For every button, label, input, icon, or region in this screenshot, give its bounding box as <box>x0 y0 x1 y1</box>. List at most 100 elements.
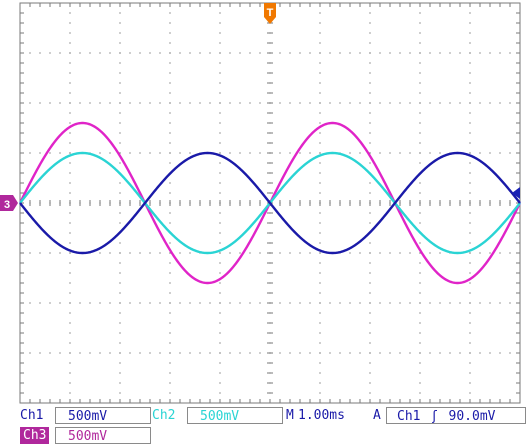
grid-dot <box>169 292 171 294</box>
grid-dot <box>369 102 371 104</box>
grid-dot <box>279 102 281 104</box>
grid-dot <box>69 42 71 44</box>
grid-dot <box>319 122 321 124</box>
grid-dot <box>369 362 371 364</box>
grid-dot <box>119 382 121 384</box>
grid-dot <box>69 122 71 124</box>
grid-dot <box>139 352 141 354</box>
grid-dot <box>119 212 121 214</box>
grid-dot <box>219 312 221 314</box>
grid-dot <box>219 172 221 174</box>
grid-dot <box>39 52 41 54</box>
grid-dot <box>119 372 121 374</box>
grid-dot <box>419 112 421 114</box>
grid-dot <box>29 102 31 104</box>
trigger-position-marker[interactable]: T <box>264 3 276 24</box>
grid-dot <box>449 302 451 304</box>
grid-dot <box>49 52 51 54</box>
ch3-ground-marker[interactable]: 3 <box>0 195 18 211</box>
grid-dot <box>399 102 401 104</box>
grid-dot <box>419 102 421 104</box>
grid-dot <box>29 152 31 154</box>
grid-dot <box>319 72 321 74</box>
trigger-source: Ch1 <box>397 409 421 424</box>
grid-dot <box>169 72 171 74</box>
grid-dot <box>419 272 421 274</box>
grid-dot <box>469 172 471 174</box>
ch3-scale-readout[interactable]: 500mV <box>55 427 151 444</box>
grid-dot <box>119 162 121 164</box>
grid-dot <box>419 262 421 264</box>
grid-dot <box>469 302 471 304</box>
grid-dot <box>169 332 171 334</box>
grid-dot <box>159 102 161 104</box>
grid-dot <box>279 352 281 354</box>
grid-dot <box>329 102 331 104</box>
grid-dot <box>319 132 321 134</box>
grid-dot <box>469 62 471 64</box>
ch2-scale-readout[interactable]: 500mV <box>187 407 283 424</box>
grid-dot <box>359 252 361 254</box>
grid-dot <box>369 152 371 154</box>
grid-dot <box>119 142 121 144</box>
grid-dot <box>69 392 71 394</box>
grid-dot <box>319 32 321 34</box>
grid-dot <box>319 342 321 344</box>
trigger-level-marker[interactable] <box>512 187 520 199</box>
grid-dot <box>349 302 351 304</box>
grid-dot <box>69 232 71 234</box>
grid-dot <box>189 102 191 104</box>
grid-dot <box>219 52 221 54</box>
grid-dot <box>259 52 261 54</box>
grid-dot <box>69 52 71 54</box>
grid-dot <box>429 102 431 104</box>
grid-dot <box>179 252 181 254</box>
grid-dot <box>289 152 291 154</box>
grid-dot <box>169 82 171 84</box>
grid-dot <box>219 62 221 64</box>
grid-dot <box>369 272 371 274</box>
grid-dot <box>429 302 431 304</box>
grid-dot <box>479 152 481 154</box>
grid-dot <box>419 322 421 324</box>
grid-dot <box>119 122 121 124</box>
grid-dot <box>119 322 121 324</box>
ch1-scale-readout[interactable]: 500mV <box>55 407 151 424</box>
grid-dot <box>309 252 311 254</box>
trigger-marker-label: T <box>267 7 274 19</box>
grid-dot <box>469 272 471 274</box>
grid-dot <box>159 52 161 54</box>
grid-dot <box>239 52 241 54</box>
grid-dot <box>99 52 101 54</box>
grid-dot <box>429 152 431 154</box>
grid-dot <box>219 302 221 304</box>
grid-dot <box>319 112 321 114</box>
timebase-readout[interactable]: 1.00ms <box>298 408 345 423</box>
grid-dot <box>119 62 121 64</box>
grid-dot <box>319 172 321 174</box>
grid-dot <box>219 132 221 134</box>
grid-dot <box>119 192 121 194</box>
trigger-readout[interactable]: Ch1 ʃ 90.0mV <box>386 407 526 424</box>
grid-dot <box>219 262 221 264</box>
grid-dot <box>439 52 441 54</box>
grid-dot <box>319 22 321 24</box>
grid-dot <box>349 102 351 104</box>
grid-dot <box>509 252 511 254</box>
grid-dot <box>49 302 51 304</box>
grid-dot <box>369 322 371 324</box>
grid-dot <box>219 342 221 344</box>
grid-dot <box>69 152 71 154</box>
grid-dot <box>369 12 371 14</box>
grid-dot <box>279 152 281 154</box>
grid-dot <box>399 352 401 354</box>
grid-dot <box>369 192 371 194</box>
grid-dot <box>469 342 471 344</box>
grid-dot <box>279 52 281 54</box>
grid-dot <box>459 102 461 104</box>
grid-dot <box>469 142 471 144</box>
grid-dot <box>59 302 61 304</box>
grid-dot <box>219 182 221 184</box>
grid-dot <box>369 332 371 334</box>
grid-dot <box>469 32 471 34</box>
